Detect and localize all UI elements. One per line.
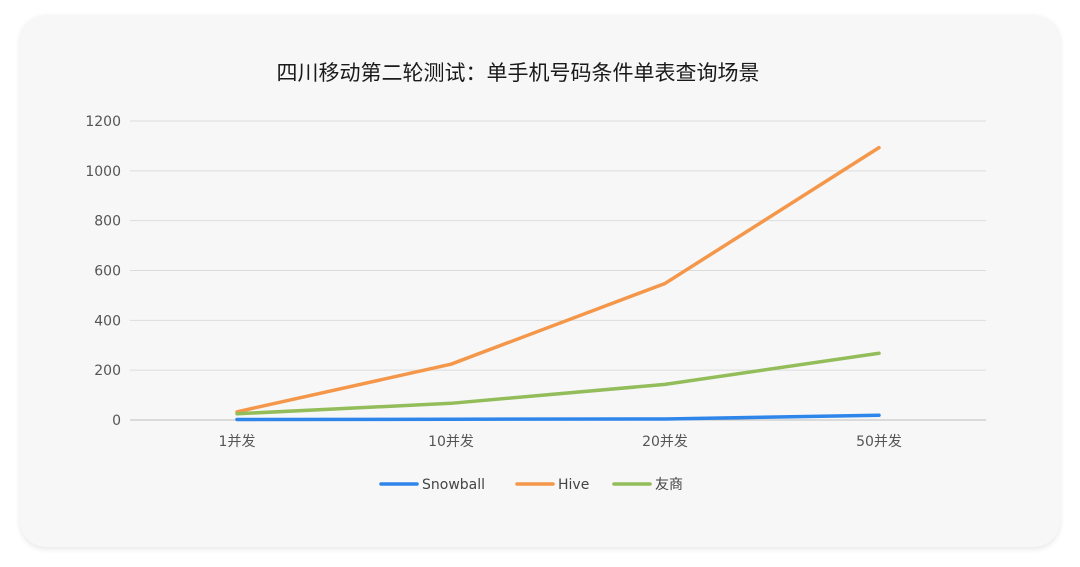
x-tick-label: 1并发 xyxy=(219,434,256,450)
y-tick-label: 0 xyxy=(112,413,121,429)
y-tick-label: 200 xyxy=(94,363,121,379)
y-tick-label: 600 xyxy=(94,264,121,280)
x-axis-ticks: 1并发 10并发 20并发 50并发 xyxy=(219,434,902,450)
y-tick-label: 1200 xyxy=(85,114,121,130)
legend-label: 友商 xyxy=(655,477,683,493)
y-tick-label: 400 xyxy=(94,313,121,329)
chart-card xyxy=(20,15,1060,547)
y-tick-label: 1000 xyxy=(85,164,121,180)
chart-title: 四川移动第二轮测试：单手机号码条件单表查询场景 xyxy=(277,61,760,85)
legend-label: Snowball xyxy=(422,477,485,493)
series-line-Hive xyxy=(235,145,881,414)
legend: Snowball Hive 友商 xyxy=(379,477,683,493)
series-lines xyxy=(235,145,881,422)
legend-label: Hive xyxy=(558,477,589,493)
x-tick-label: 50并发 xyxy=(856,434,902,450)
x-tick-label: 20并发 xyxy=(642,434,688,450)
y-tick-label: 800 xyxy=(94,214,121,230)
x-tick-label: 10并发 xyxy=(428,434,474,450)
series-line-Snowball xyxy=(235,413,881,422)
series-line-友商 xyxy=(235,351,881,416)
gridlines xyxy=(130,120,986,421)
y-axis-ticks: 0 200 400 600 800 1000 1200 xyxy=(85,114,121,429)
